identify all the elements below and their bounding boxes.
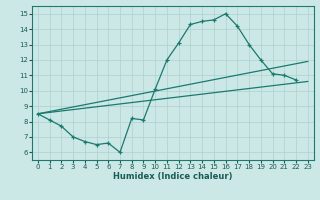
- X-axis label: Humidex (Indice chaleur): Humidex (Indice chaleur): [113, 172, 233, 181]
